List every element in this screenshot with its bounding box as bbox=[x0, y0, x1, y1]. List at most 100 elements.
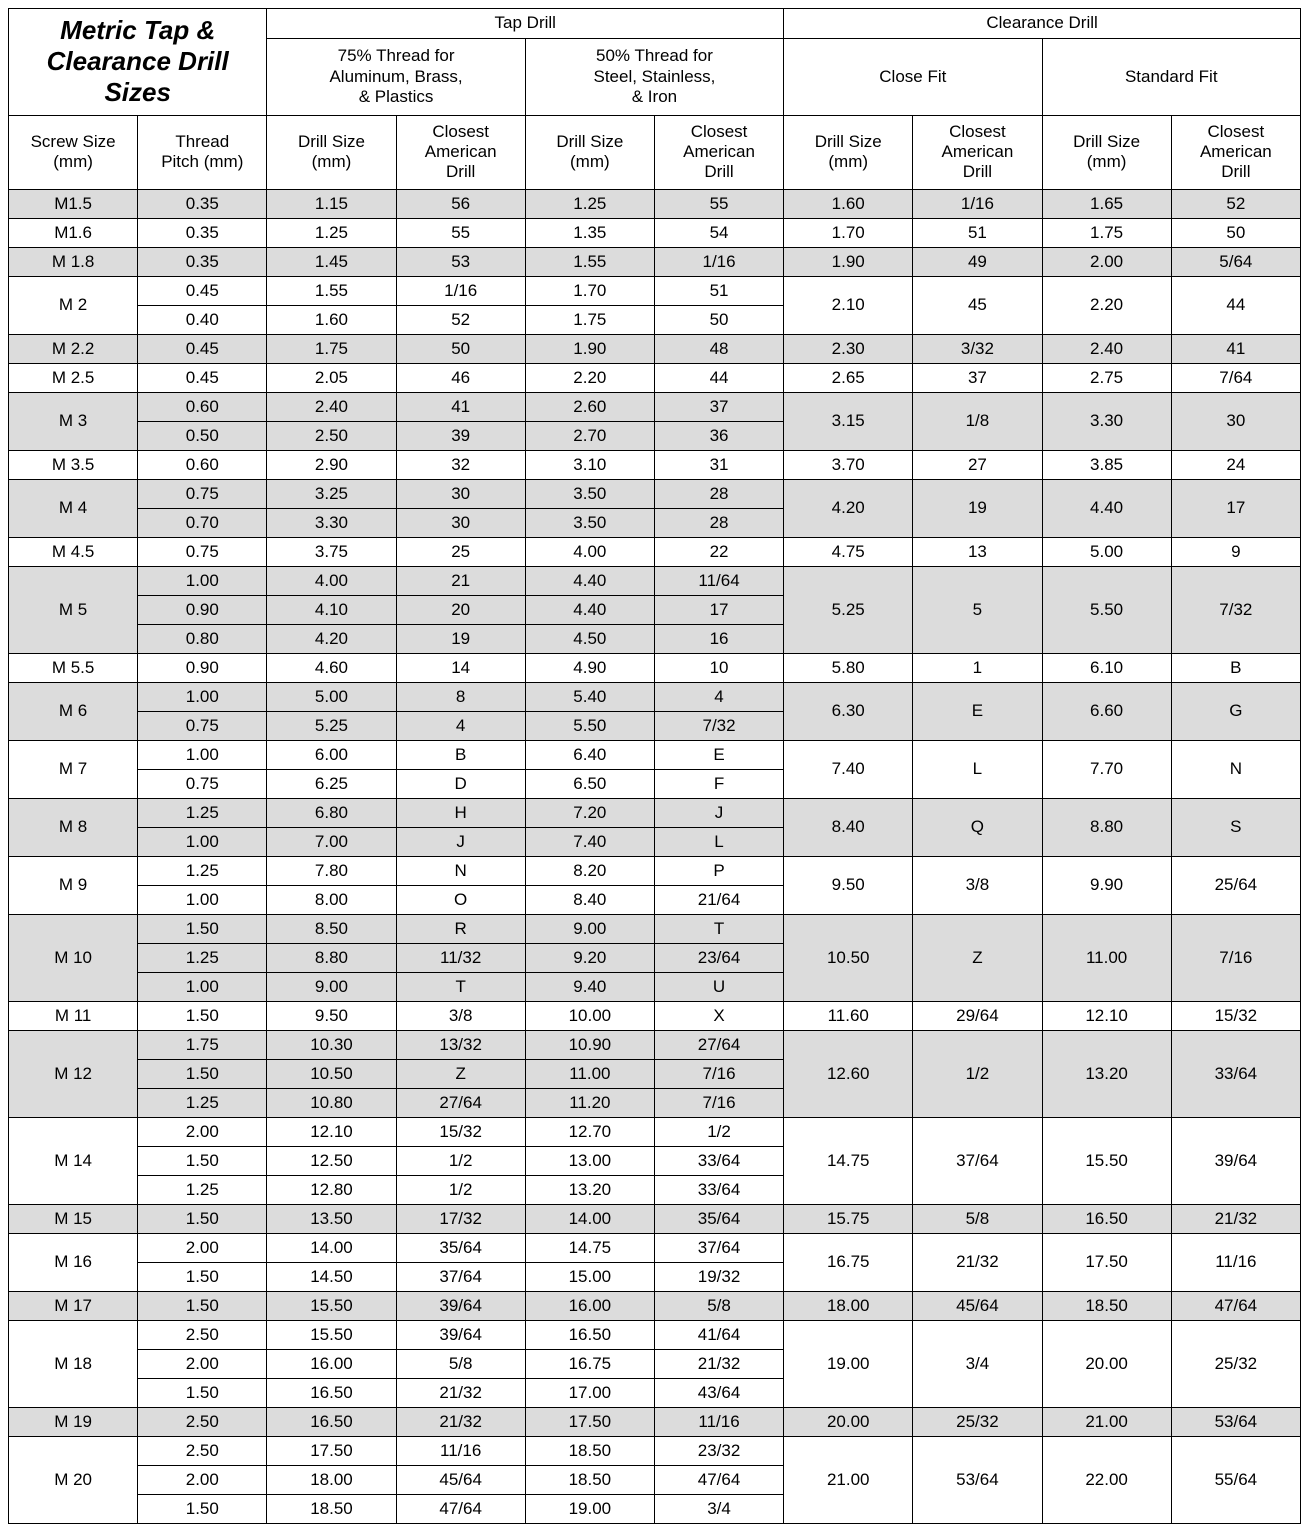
cell-thread-pitch: 0.45 bbox=[138, 334, 267, 363]
cell-t50-closest-drill: 1/16 bbox=[654, 247, 783, 276]
cell-t75-drill-size: 16.00 bbox=[267, 1349, 396, 1378]
cell-std-drill-size: 5.00 bbox=[1042, 537, 1171, 566]
table-row: M 121.7510.3013/3210.9027/6412.601/213.2… bbox=[9, 1030, 1301, 1059]
cell-t75-closest-drill: 30 bbox=[396, 479, 525, 508]
cell-close-closest-drill: Q bbox=[913, 798, 1042, 856]
cell-t75-closest-drill: 15/32 bbox=[396, 1117, 525, 1146]
cell-t50-closest-drill: F bbox=[654, 769, 783, 798]
cell-t75-closest-drill: 1/2 bbox=[396, 1146, 525, 1175]
cell-t75-drill-size: 4.10 bbox=[267, 595, 396, 624]
cell-close-closest-drill: 5/8 bbox=[913, 1204, 1042, 1233]
cell-close-closest-drill: 53/64 bbox=[913, 1436, 1042, 1523]
cell-t75-drill-size: 2.50 bbox=[267, 421, 396, 450]
cell-screw-size: M 16 bbox=[9, 1233, 138, 1291]
cell-t75-closest-drill: 11/16 bbox=[396, 1436, 525, 1465]
cell-close-closest-drill: 25/32 bbox=[913, 1407, 1042, 1436]
cell-t50-drill-size: 14.75 bbox=[525, 1233, 654, 1262]
cell-t75-drill-size: 10.50 bbox=[267, 1059, 396, 1088]
cell-t75-drill-size: 4.60 bbox=[267, 653, 396, 682]
cell-t50-closest-drill: 55 bbox=[654, 189, 783, 218]
cell-t50-closest-drill: 43/64 bbox=[654, 1378, 783, 1407]
table-row: M 5.50.904.60144.90105.8016.10B bbox=[9, 653, 1301, 682]
cell-thread-pitch: 1.50 bbox=[138, 1378, 267, 1407]
cell-t75-closest-drill: 55 bbox=[396, 218, 525, 247]
cell-std-closest-drill: 25/32 bbox=[1171, 1320, 1300, 1407]
cell-t75-closest-drill: 39/64 bbox=[396, 1291, 525, 1320]
cell-t75-drill-size: 17.50 bbox=[267, 1436, 396, 1465]
cell-t75-drill-size: 1.45 bbox=[267, 247, 396, 276]
cell-thread-pitch: 1.25 bbox=[138, 798, 267, 827]
header-tap-drill: Tap Drill bbox=[267, 9, 784, 39]
cell-std-drill-size: 15.50 bbox=[1042, 1117, 1171, 1204]
cell-std-drill-size: 3.30 bbox=[1042, 392, 1171, 450]
cell-t50-closest-drill: 28 bbox=[654, 479, 783, 508]
cell-std-drill-size: 7.70 bbox=[1042, 740, 1171, 798]
cell-t75-closest-drill: 21/32 bbox=[396, 1407, 525, 1436]
cell-std-closest-drill: G bbox=[1171, 682, 1300, 740]
cell-close-drill-size: 14.75 bbox=[784, 1117, 913, 1204]
cell-t75-drill-size: 10.80 bbox=[267, 1088, 396, 1117]
cell-t50-closest-drill: 31 bbox=[654, 450, 783, 479]
cell-t50-closest-drill: 23/64 bbox=[654, 943, 783, 972]
cell-std-closest-drill: N bbox=[1171, 740, 1300, 798]
table-row: M 3.50.602.90323.10313.70273.8524 bbox=[9, 450, 1301, 479]
cell-thread-pitch: 1.50 bbox=[138, 1291, 267, 1320]
cell-std-closest-drill: 11/16 bbox=[1171, 1233, 1300, 1291]
cell-thread-pitch: 1.00 bbox=[138, 566, 267, 595]
cell-thread-pitch: 0.70 bbox=[138, 508, 267, 537]
cell-t50-closest-drill: 33/64 bbox=[654, 1175, 783, 1204]
header-thread-50: 50% Thread forSteel, Stainless,& Iron bbox=[525, 38, 783, 115]
cell-t50-drill-size: 16.00 bbox=[525, 1291, 654, 1320]
cell-t50-drill-size: 4.00 bbox=[525, 537, 654, 566]
cell-t50-drill-size: 1.75 bbox=[525, 305, 654, 334]
cell-thread-pitch: 0.75 bbox=[138, 711, 267, 740]
cell-std-drill-size: 17.50 bbox=[1042, 1233, 1171, 1291]
cell-t75-drill-size: 8.50 bbox=[267, 914, 396, 943]
cell-t75-drill-size: 12.80 bbox=[267, 1175, 396, 1204]
cell-thread-pitch: 1.50 bbox=[138, 1001, 267, 1030]
cell-t50-drill-size: 15.00 bbox=[525, 1262, 654, 1291]
table-row: M 192.5016.5021/3217.5011/1620.0025/3221… bbox=[9, 1407, 1301, 1436]
cell-t75-closest-drill: 35/64 bbox=[396, 1233, 525, 1262]
cell-std-drill-size: 6.60 bbox=[1042, 682, 1171, 740]
cell-thread-pitch: 0.75 bbox=[138, 479, 267, 508]
cell-t50-closest-drill: 23/32 bbox=[654, 1436, 783, 1465]
cell-t50-closest-drill: 5/8 bbox=[654, 1291, 783, 1320]
cell-thread-pitch: 1.25 bbox=[138, 1088, 267, 1117]
cell-t50-drill-size: 14.00 bbox=[525, 1204, 654, 1233]
cell-thread-pitch: 1.25 bbox=[138, 1175, 267, 1204]
header-drill-size-1: Drill Size(mm) bbox=[267, 115, 396, 189]
cell-t75-drill-size: 16.50 bbox=[267, 1407, 396, 1436]
cell-t50-drill-size: 5.40 bbox=[525, 682, 654, 711]
cell-std-closest-drill: S bbox=[1171, 798, 1300, 856]
cell-thread-pitch: 0.35 bbox=[138, 189, 267, 218]
cell-t50-drill-size: 18.50 bbox=[525, 1465, 654, 1494]
table-header: Metric Tap &Clearance DrillSizes Tap Dri… bbox=[9, 9, 1301, 190]
table-row: M 1.80.351.45531.551/161.90492.005/64 bbox=[9, 247, 1301, 276]
cell-t50-drill-size: 6.40 bbox=[525, 740, 654, 769]
cell-t75-drill-size: 14.50 bbox=[267, 1262, 396, 1291]
cell-t75-drill-size: 1.25 bbox=[267, 218, 396, 247]
table-row: M 151.5013.5017/3214.0035/6415.755/816.5… bbox=[9, 1204, 1301, 1233]
cell-t50-drill-size: 16.75 bbox=[525, 1349, 654, 1378]
cell-close-closest-drill: 1/16 bbox=[913, 189, 1042, 218]
cell-thread-pitch: 0.40 bbox=[138, 305, 267, 334]
cell-thread-pitch: 2.50 bbox=[138, 1407, 267, 1436]
cell-std-drill-size: 8.80 bbox=[1042, 798, 1171, 856]
cell-close-drill-size: 21.00 bbox=[784, 1436, 913, 1523]
cell-t50-closest-drill: 28 bbox=[654, 508, 783, 537]
header-thread-pitch: ThreadPitch (mm) bbox=[138, 115, 267, 189]
cell-std-drill-size: 12.10 bbox=[1042, 1001, 1171, 1030]
cell-t75-drill-size: 4.00 bbox=[267, 566, 396, 595]
cell-close-closest-drill: 51 bbox=[913, 218, 1042, 247]
cell-t75-closest-drill: 3/8 bbox=[396, 1001, 525, 1030]
cell-t50-closest-drill: 7/16 bbox=[654, 1059, 783, 1088]
cell-t50-drill-size: 11.20 bbox=[525, 1088, 654, 1117]
header-screw-size: Screw Size(mm) bbox=[9, 115, 138, 189]
cell-t50-drill-size: 4.50 bbox=[525, 624, 654, 653]
cell-t75-closest-drill: 11/32 bbox=[396, 943, 525, 972]
cell-t75-drill-size: 3.75 bbox=[267, 537, 396, 566]
cell-std-drill-size: 4.40 bbox=[1042, 479, 1171, 537]
cell-t50-drill-size: 3.50 bbox=[525, 508, 654, 537]
cell-std-drill-size: 2.20 bbox=[1042, 276, 1171, 334]
